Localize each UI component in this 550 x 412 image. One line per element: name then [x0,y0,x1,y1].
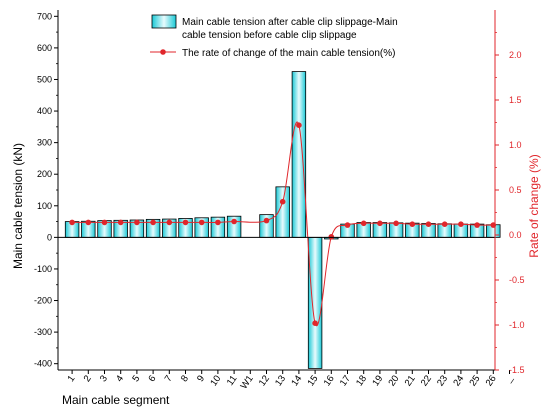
rate-point-13 [279,198,286,205]
left-tick-label: 100 [37,201,52,211]
rate-point-17 [344,222,351,228]
rate-point-3 [101,219,108,226]
rate-point-4 [117,219,124,226]
rate-point-22 [425,221,432,227]
rate-point-18 [360,220,367,227]
right-tick-label: 0.5 [509,185,522,195]
x-tick-label: 15 [305,373,320,388]
rate-point-12 [263,217,270,224]
x-tick-label: 13 [273,373,288,388]
x-tick-label: 2 [82,373,94,384]
x-tick-label: 24 [451,373,466,388]
right-y-axis-title: Rate of change (%) [527,154,541,257]
x-tick-label: 21 [403,373,418,388]
rate-point-11 [231,218,237,225]
left-tick-label: 0 [47,232,52,242]
rate-point-5 [134,219,140,226]
legend-line-label: The rate of change of the main cable ten… [182,48,395,59]
x-axis-title: Main cable segment [62,393,170,407]
rate-point-2 [85,219,92,226]
x-tick-label: 20 [386,373,401,388]
rate-point-9 [198,219,205,226]
legend-bar-label-line2: cable tension before cable clip slippage [182,30,357,41]
left-tick-label: 600 [37,43,52,53]
left-tick-label: 300 [37,138,52,148]
bar-series [64,71,501,369]
rate-point-7 [166,219,173,226]
rate-point-8 [182,219,189,226]
x-tick-label: 7 [163,373,175,384]
legend-bar-label-line1: Main cable tension after cable clip slip… [182,17,398,28]
right-tick-label: 1.5 [509,95,522,105]
x-tick-label: 9 [195,373,207,384]
rate-line-series [69,121,497,327]
right-tick-label: 1.0 [509,140,522,150]
bar-14 [291,71,307,238]
right-tick-label: 0.0 [509,230,522,240]
left-tick-label: 400 [37,106,52,116]
bar-15 [307,236,323,369]
x-tick-label: 26 [484,373,499,388]
x-tick-label: 3 [98,373,110,384]
rate-point-24 [458,221,464,227]
right-tick-label: 2.0 [509,50,522,60]
rate-point-21 [409,221,416,227]
rate-point-25 [474,222,480,228]
x-tick-label: 23 [435,373,450,388]
rate-point-19 [377,220,383,227]
left-y-axis-title: Main cable tension (kN) [11,143,25,269]
x-tick-label: 16 [322,373,337,388]
left-tick-label: -400 [34,359,52,369]
left-tick-label: -100 [34,264,52,274]
x-tick-label: 5 [130,373,142,384]
rate-point-15 [312,320,318,327]
x-tick-label: 1 [66,373,78,384]
legend-bar-swatch [151,14,177,29]
left-tick-label: 200 [37,169,52,179]
rate-point-6 [150,219,156,226]
rate-point-23 [441,221,448,227]
left-tick-label: -300 [34,327,52,337]
rate-point-10 [215,219,221,226]
x-tick-label: 6 [147,373,159,384]
left-tick-label: 500 [37,74,52,84]
legend: Main cable tension after cable clip slip… [150,14,398,59]
x-tick-label: 19 [370,373,385,388]
x-tick-label: 11 [225,373,240,387]
x-tick-label: 12 [257,373,272,388]
legend-line-marker [160,49,166,55]
rate-point-1 [69,219,75,226]
x-tick-label: 18 [354,373,369,388]
x-tick-label: 10 [208,373,223,388]
x-tick-label: 4 [114,373,126,384]
x-tick-label: 8 [179,373,191,384]
x-tick-label: 25 [467,373,482,388]
x-tick-label: 14 [289,373,304,388]
right-tick-label: -0.5 [509,275,525,285]
rate-point-16 [328,234,335,240]
rate-point-20 [393,220,399,227]
rate-point-14 [296,122,302,128]
right-tick-label: -1.5 [509,365,525,375]
tick-labels: 700 600 500 400 300 200 100 0 -100 -200 -300 -400 2.… [34,11,525,391]
x-tick-label: 17 [338,373,353,388]
left-tick-label: -200 [34,296,52,306]
axes [54,10,510,374]
right-tick-label: -1.0 [509,320,525,330]
left-tick-label: 700 [37,11,52,21]
x-tick-label: W1 [239,373,256,391]
x-tick-label: 22 [419,373,434,388]
